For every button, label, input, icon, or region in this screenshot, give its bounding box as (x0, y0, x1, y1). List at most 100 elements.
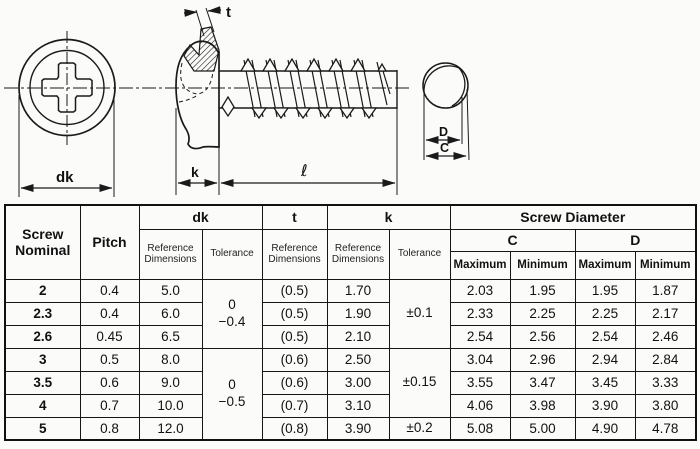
c-label: C (440, 141, 449, 155)
header-dk-tolerance: Tolerance (201, 228, 263, 280)
t-label: t (226, 4, 231, 21)
cell-d-max: 2.25 (574, 301, 636, 326)
screw-end-view: D C (422, 62, 470, 161)
recess-section-hatch (183, 26, 220, 72)
cell-dk-tolerance-group: 0 −0.4 (201, 278, 263, 349)
cell-c-min: 5.00 (509, 416, 576, 441)
cell-c-max: 2.33 (449, 301, 511, 326)
table-row: 4 0.7 10.0 (0.7) 3.10 4.06 3.98 3.90 3.8… (4, 393, 697, 418)
cell-k-ref: 2.50 (326, 347, 390, 372)
header-c-maximum: Maximum (449, 250, 511, 280)
cell-d-min: 4.78 (634, 416, 697, 441)
cell-t-ref: (0.7) (261, 393, 328, 418)
t-extension-right (205, 7, 215, 33)
recess-hidden-line (180, 62, 214, 95)
cell-pitch: 0.45 (79, 324, 140, 349)
header-d-minimum: Minimum (634, 250, 697, 280)
cell-k-ref: 2.10 (326, 324, 390, 349)
table-row: 2 0.4 5.0 0 −0.4 (0.5) 1.70 ±0.1 2.03 1.… (4, 278, 697, 349)
cell-k-ref: 3.10 (326, 393, 390, 418)
tip-outer-circle (422, 62, 469, 109)
cell-c-min: 1.95 (509, 278, 576, 303)
length-label: ℓ (300, 161, 308, 180)
screw-side-view: t (175, 4, 398, 195)
cell-dk-ref: 9.0 (138, 370, 203, 395)
t-extension-left (195, 9, 205, 37)
table-row: 2.6 0.45 6.5 (0.5) 2.10 2.54 2.56 2.54 2… (4, 324, 697, 349)
dk-tolerance-upper: 0 (228, 376, 236, 392)
cell-k-tolerance-group: ±0.15 (388, 347, 451, 418)
cell-c-max: 3.55 (449, 370, 511, 395)
thread-crests-bottom (221, 95, 378, 120)
header-screw-diameter: Screw Diameter (449, 204, 697, 230)
cell-pitch: 0.7 (79, 393, 140, 418)
cell-pitch: 0.6 (79, 370, 140, 395)
cell-c-min: 3.98 (509, 393, 576, 418)
cell-d-max: 4.90 (574, 416, 636, 441)
cell-d-min: 1.87 (634, 278, 697, 303)
recess-hidden-line-2 (178, 94, 199, 103)
screw-technical-drawing: dk t (4, 4, 470, 197)
header-d-maximum: Maximum (574, 250, 636, 280)
header-dk: dk (138, 204, 263, 230)
trilobe-arc-2 (451, 67, 466, 107)
dk-label: dk (56, 169, 74, 186)
cell-pitch: 0.5 (79, 347, 140, 372)
k-label: k (191, 164, 199, 180)
cell-d-min: 2.84 (634, 347, 697, 372)
cell-dk-ref: 12.0 (138, 416, 203, 441)
header-t-reference-dimensions: Reference Dimensions (261, 228, 328, 280)
trilobe-arc-1 (423, 65, 460, 93)
t-arrow-right (207, 6, 222, 14)
cell-d-max: 2.54 (574, 324, 636, 349)
cell-k-ref: 1.70 (326, 278, 390, 303)
dk-tolerance-lower: −0.4 (218, 313, 246, 329)
table-row: 5 0.8 12.0 (0.8) 3.90 ±0.2 5.08 5.00 4.9… (4, 416, 697, 441)
cell-dk-ref: 6.5 (138, 324, 203, 349)
cell-k-ref: 3.00 (326, 370, 390, 395)
cell-dk-tolerance-group: 0 −0.5 (201, 347, 263, 441)
header-k-tolerance: Tolerance (388, 228, 451, 280)
header-c-minimum: Minimum (509, 250, 576, 280)
header-k: k (326, 204, 451, 230)
cell-nominal: 2 (4, 278, 81, 303)
cell-d-max: 3.45 (574, 370, 636, 395)
head-inner-circle (29, 49, 105, 126)
cell-c-max: 5.08 (449, 416, 511, 441)
cell-k-tolerance-group: ±0.2 (388, 416, 451, 441)
cell-pitch: 0.8 (79, 416, 140, 441)
cell-c-max: 4.06 (449, 393, 511, 418)
table-row: 3 0.5 8.0 0 −0.5 (0.6) 2.50 ±0.15 3.04 2… (4, 347, 697, 441)
cell-k-ref: 1.90 (326, 301, 390, 326)
cell-d-min: 3.80 (634, 393, 697, 418)
screw-specification-table: Screw Nominal Pitch dk t k Screw Diamete… (4, 204, 698, 441)
cell-c-min: 2.96 (509, 347, 576, 372)
cell-d-max: 2.94 (574, 347, 636, 372)
cell-dk-ref: 8.0 (138, 347, 203, 372)
cell-dk-ref: 5.0 (138, 278, 203, 303)
cell-nominal: 4 (4, 393, 81, 418)
c-extension-right (466, 88, 470, 161)
header-d: D (574, 228, 697, 252)
header-dk-reference-dimensions: Reference Dimensions (138, 228, 203, 280)
cell-d-max: 1.95 (574, 278, 636, 303)
cell-nominal: 5 (4, 416, 81, 441)
dk-tolerance-lower: −0.5 (218, 393, 246, 409)
cell-c-min: 2.25 (509, 301, 576, 326)
header-c: C (449, 228, 576, 252)
cell-c-max: 2.54 (449, 324, 511, 349)
head-outer-circle (18, 38, 116, 137)
cell-k-ref: 3.90 (326, 416, 390, 441)
dk-tolerance-upper: 0 (228, 296, 236, 312)
cell-c-max: 2.03 (449, 278, 511, 303)
cell-d-max: 3.90 (574, 393, 636, 418)
header-t: t (261, 204, 328, 230)
cell-dk-ref: 6.0 (138, 301, 203, 326)
cell-t-ref: (0.6) (261, 370, 328, 395)
cell-d-min: 3.33 (634, 370, 697, 395)
table-row: 2.3 0.4 6.0 (0.5) 1.90 2.33 2.25 2.25 2.… (4, 301, 697, 326)
cell-nominal: 2.3 (4, 301, 81, 326)
head-front-view: dk (18, 31, 116, 197)
cell-t-ref: (0.5) (261, 324, 328, 349)
cell-nominal: 2.6 (4, 324, 81, 349)
